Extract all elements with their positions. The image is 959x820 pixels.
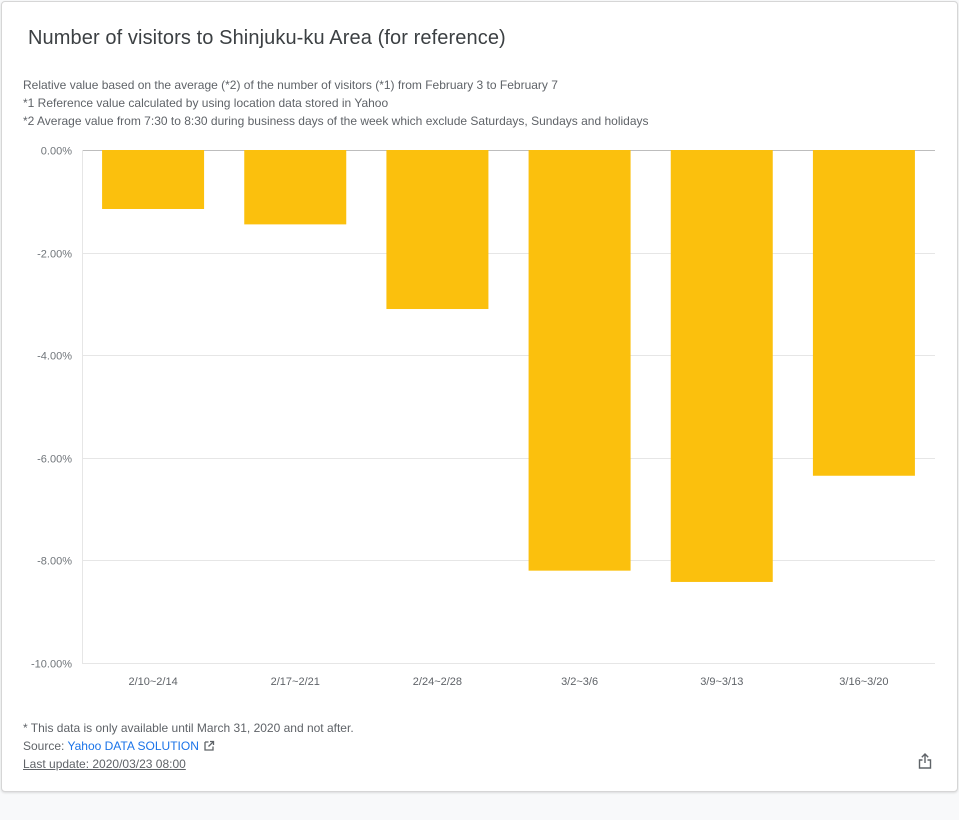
x-tick-label: 2/17~2/21 [271, 676, 320, 688]
x-tick-label: 2/10~2/14 [128, 676, 177, 688]
chart-card: Number of visitors to Shinjuku-ku Area (… [1, 1, 958, 792]
x-tick-label: 3/16~3/20 [839, 676, 888, 688]
share-button[interactable] [914, 750, 936, 772]
share-icon [918, 753, 932, 769]
last-update-link[interactable]: Last update: 2020/03/23 08:00 [23, 755, 354, 773]
source-prefix: Source: [23, 739, 67, 753]
x-tick-label: 3/2~3/6 [561, 676, 598, 688]
bar [813, 150, 915, 476]
source-link-label: Yahoo DATA SOLUTION [67, 739, 198, 753]
bar [529, 150, 631, 571]
bar [102, 150, 204, 209]
bar-chart: 0.00% -2.00% -4.00% -6.00% -8.00% -10.00% 2/10… [2, 2, 959, 702]
y-tick-label: -10.00% [31, 659, 72, 671]
source-line: Source: Yahoo DATA SOLUTION [23, 737, 354, 755]
y-tick-label: -6.00% [37, 454, 72, 466]
bar [386, 150, 488, 309]
y-tick-label: -2.00% [37, 249, 72, 261]
y-tick-label: -4.00% [37, 351, 72, 363]
chart-footer: * This data is only available until Marc… [23, 719, 354, 773]
y-tick-label: 0.00% [41, 146, 72, 158]
x-tick-label: 2/24~2/28 [413, 676, 462, 688]
y-tick-label: -8.00% [37, 556, 72, 568]
external-link-icon [203, 740, 215, 752]
bar [244, 150, 346, 224]
x-tick-label: 3/9~3/13 [700, 676, 743, 688]
availability-note: * This data is only available until Marc… [23, 719, 354, 737]
bar [671, 150, 773, 582]
source-link[interactable]: Yahoo DATA SOLUTION [67, 739, 214, 753]
